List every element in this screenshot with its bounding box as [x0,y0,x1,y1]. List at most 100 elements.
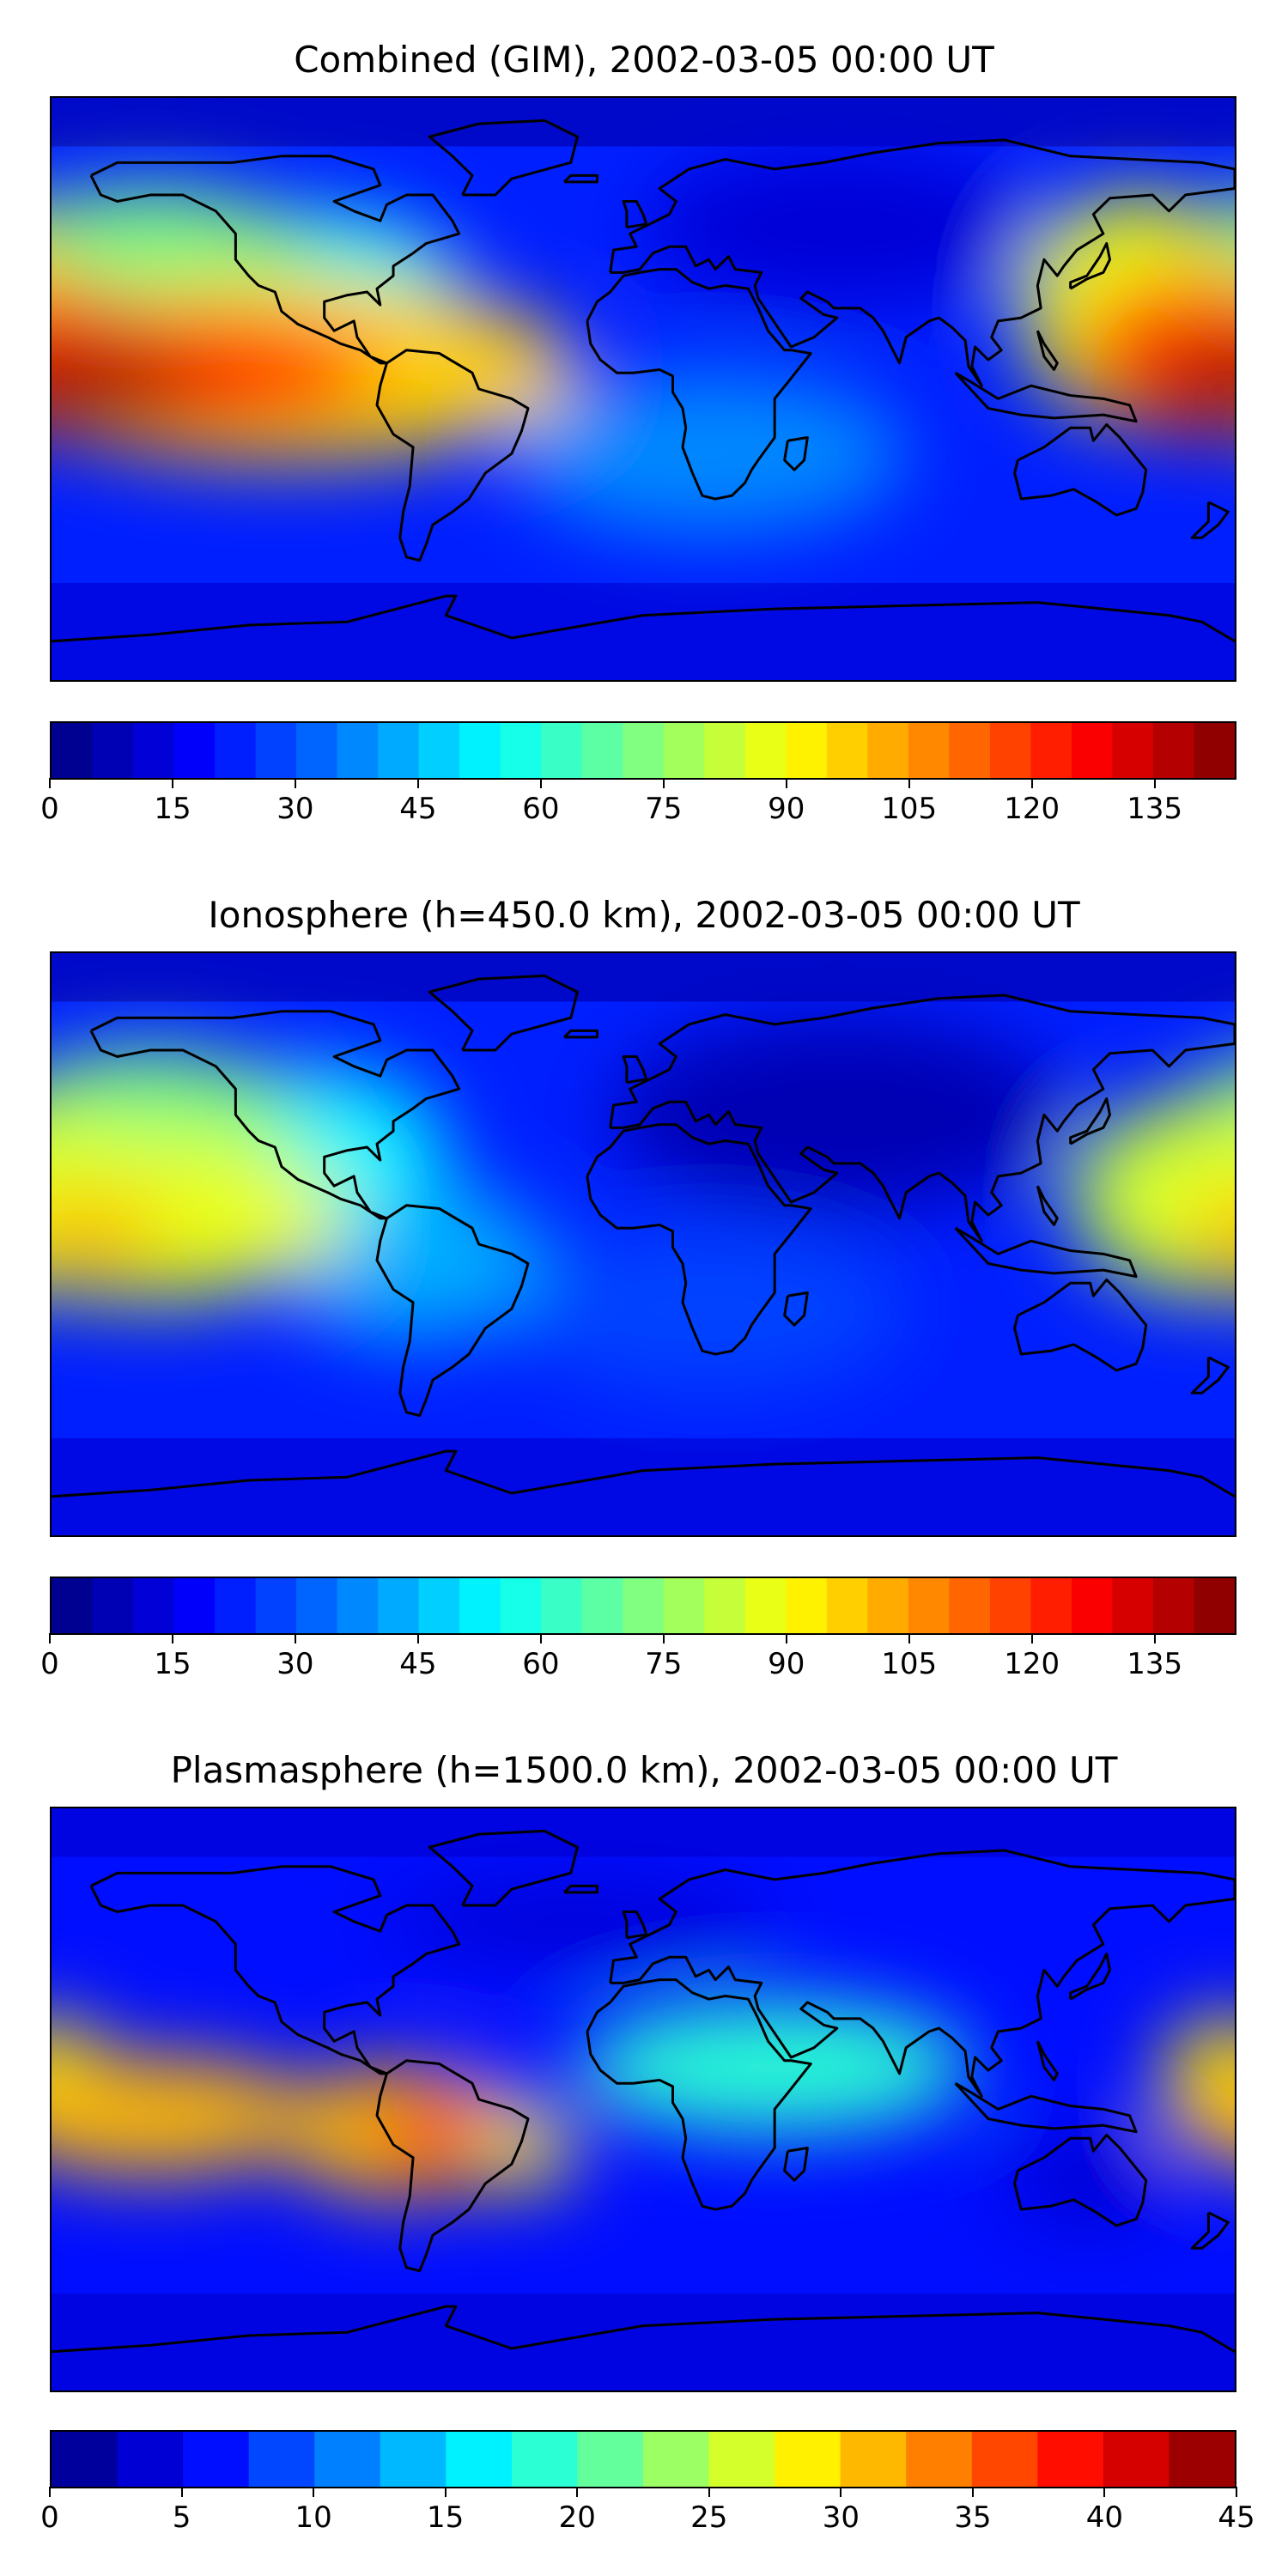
colorbar-level [989,723,1032,778]
colorbar-level [133,723,175,778]
map-plasmasphere-svg [52,1808,1235,2391]
colorbar-tick [785,1633,787,1643]
coastline [563,173,598,184]
map-ionosphere [50,951,1236,1537]
colorbar-level [541,723,583,778]
field-band-south [52,2293,1235,2391]
coastline [1013,1278,1148,1372]
colorbar-ionosphere-svg [52,1578,1235,1633]
colorbar-level [1103,2432,1170,2487]
colorbar-tick-label: 90 [768,792,805,826]
colorbar-level [971,2432,1038,2487]
colorbar-level [826,723,868,778]
colorbar-tick-label: 35 [954,2500,992,2535]
colorbar-level [908,723,950,778]
colorbar-level [52,1578,94,1633]
colorbar-tick-label: 60 [522,792,560,826]
colorbar-tick [1103,2487,1106,2497]
colorbar-level [1152,723,1195,778]
colorbar-ionosphere [50,1577,1236,1635]
colorbar-level [1071,1578,1114,1633]
colorbar-tick [840,2487,842,2497]
coastlines [52,118,1235,643]
colorbar-level [255,1578,297,1633]
colorbar-level [255,723,297,778]
colorbar-tick [171,1633,173,1643]
colorbar-plasmasphere-svg [52,2432,1235,2487]
colorbar-level [173,1578,216,1633]
colorbar-combined-svg [52,723,1235,778]
map-combined [50,96,1236,682]
colorbar-level [867,1578,909,1633]
map-title-combined: Combined (GIM), 2002-03-05 00:00 UT [294,39,994,81]
colorbar-level [337,1578,379,1633]
colorbar-level [541,1578,583,1633]
colorbar-level [581,1578,623,1633]
field-blob [511,373,907,535]
colorbar-tick [1153,778,1156,788]
colorbar-tick [1153,1633,1156,1643]
coastline [563,1029,598,1039]
colorbar-level [380,2432,447,2487]
field-band-south [52,583,1235,680]
colorbar-level [1071,723,1114,778]
colorbar-level [623,1578,665,1633]
colorbar-tick-label: 10 [295,2500,332,2535]
coastline [586,1123,812,1356]
colorbar-tick [708,2487,710,2497]
coastline [1036,1185,1059,1226]
colorbar-plasmasphere [50,2430,1236,2488]
coastline [954,2081,1138,2134]
coastline [52,594,1235,643]
field-blob-wrap [1169,2069,1235,2163]
colorbar-tick [539,778,542,788]
field-blob [52,2057,315,2174]
colorbar-tick-label: 60 [522,1647,560,1681]
coastline [586,268,812,501]
colorbar-level [511,2432,579,2487]
field-blob [380,2093,479,2171]
colorbar-level [906,2432,973,2487]
coastline [52,2305,1235,2354]
colorbar-tick [444,2487,447,2497]
colorbar-tick [49,1633,51,1643]
colorbar-level [744,1578,787,1633]
colorbar-level [744,723,787,778]
colorbar-tick-label: 135 [1127,792,1183,826]
field-band-north [52,98,1235,147]
coastline [1069,1097,1112,1145]
field-blob [52,1202,167,1267]
colorbar-ticks-combined: 0 15 30 45 60 75 90 105 120 135 [40,778,1236,829]
colorbar-tick [49,778,51,788]
colorbar-level [908,1578,950,1633]
coastline [563,1884,598,1894]
colorbar-tick [313,2487,315,2497]
colorbar-tick [416,778,419,788]
field-blob-wrap [1185,1205,1235,1265]
colorbar-tick-label: 45 [399,1647,437,1681]
colorbar-tick [662,778,665,788]
colorbar-level [215,1578,257,1633]
colorbar-level [92,723,134,778]
colorbar-level [337,723,379,778]
colorbar-level [183,2432,250,2487]
coastlines [52,974,1235,1498]
coastline [1190,1356,1230,1394]
coastline [622,199,648,229]
colorbar-tick-label: 105 [881,792,938,826]
colorbar-level [826,1578,868,1633]
colorbar-tick [908,1633,910,1643]
colorbar-tick-label: 15 [154,792,191,826]
colorbar-level [643,2432,710,2487]
coastline [52,1449,1235,1498]
colorbar-tick-label: 90 [768,1647,805,1681]
colorbar-level [577,2432,644,2487]
colorbar-level [314,2432,381,2487]
colorbar-level [1112,723,1154,778]
colorbar-level [117,2432,184,2487]
colorbar-tick-label: 5 [172,2500,191,2535]
colorbar-level [989,1578,1032,1633]
coastline [428,974,579,1052]
colorbar-tick [662,1633,665,1643]
coastline [586,1978,812,2211]
